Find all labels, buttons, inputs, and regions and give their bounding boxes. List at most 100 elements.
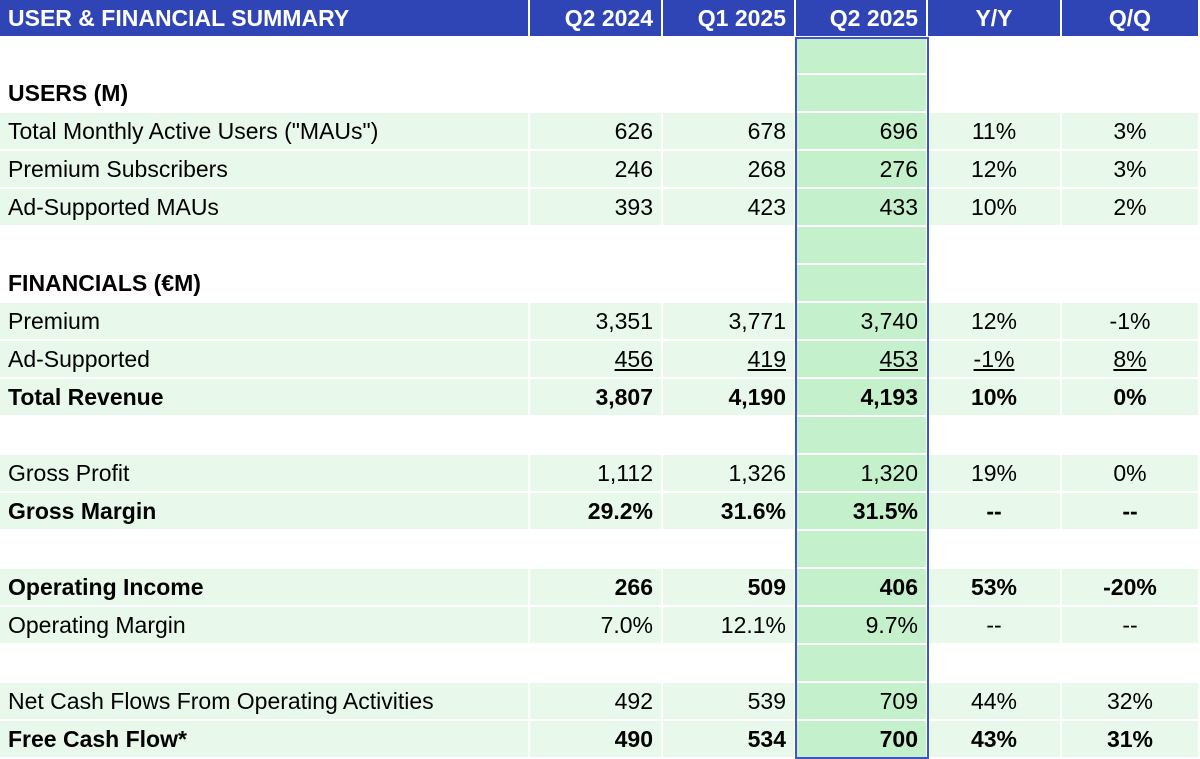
cell-q1-2025 — [663, 75, 796, 113]
cell-q2-2024: 246 — [530, 151, 663, 189]
cell-yy: 43% — [928, 721, 1062, 759]
cell-yy — [928, 227, 1062, 265]
cell-q2-2024: 393 — [530, 189, 663, 227]
cell-qq: -- — [1062, 493, 1200, 531]
cell-q2-2025: 9.7% — [796, 607, 928, 645]
cell-value: 678 — [747, 117, 786, 144]
cell-q2-2024: 3,807 — [530, 379, 663, 417]
cell-value: 266 — [614, 573, 653, 600]
cell-yy: -- — [928, 493, 1062, 531]
cell-q1-2025: 419 — [663, 341, 796, 379]
cell-yy — [928, 265, 1062, 303]
cell-q2-2024: 626 — [530, 113, 663, 151]
cell-q1-2025: 12.1% — [663, 607, 796, 645]
row-label: Operating Income — [0, 569, 530, 607]
cell-q2-2025 — [796, 531, 928, 569]
cell-value: 32% — [1106, 687, 1154, 714]
cell-value: 268 — [747, 155, 786, 182]
cell-q2-2025 — [796, 645, 928, 683]
cell-q1-2025 — [663, 531, 796, 569]
row-label: Gross Margin — [0, 493, 530, 531]
cell-q1-2025: 4,190 — [663, 379, 796, 417]
table-row: Net Cash Flows From Operating Activities… — [0, 683, 1200, 721]
table-row: Free Cash Flow* 490 534 700 43% 31% — [0, 721, 1200, 759]
cell-value: -20% — [1103, 573, 1157, 600]
cell-qq — [1062, 645, 1200, 683]
cell-q2-2024: 29.2% — [530, 493, 663, 531]
row-label: Total Monthly Active Users ("MAUs") — [0, 113, 530, 151]
cell-value: 393 — [614, 193, 653, 220]
row-label — [0, 227, 530, 265]
cell-q1-2025: 534 — [663, 721, 796, 759]
header-row: USER & FINANCIAL SUMMARY Q2 2024 Q1 2025… — [0, 0, 1200, 37]
cell-q2-2024 — [530, 531, 663, 569]
cell-q2-2025: 453 — [796, 341, 928, 379]
row-label: Premium — [0, 303, 530, 341]
cell-q2-2025: 31.5% — [796, 493, 928, 531]
cell-value: 31.6% — [720, 497, 786, 524]
cell-yy: 12% — [928, 303, 1062, 341]
cell-value: 456 — [614, 345, 653, 372]
cell-value: 2% — [1113, 193, 1147, 220]
cell-yy — [928, 645, 1062, 683]
cell-qq: -1% — [1062, 303, 1200, 341]
cell-value: 8% — [1113, 345, 1147, 372]
cell-q2-2025 — [796, 417, 928, 455]
cell-yy: 53% — [928, 569, 1062, 607]
row-label: Gross Profit — [0, 455, 530, 493]
cell-q1-2025 — [663, 265, 796, 303]
table-row: Gross Margin 29.2% 31.6% 31.5% -- -- — [0, 493, 1200, 531]
cell-value: 1,326 — [728, 459, 786, 486]
cell-value: 3,771 — [728, 307, 786, 334]
cell-q2-2024 — [530, 227, 663, 265]
row-label: Ad-Supported — [0, 341, 530, 379]
table-row: Premium Subscribers 246 268 276 12% 3% — [0, 151, 1200, 189]
row-label: Premium Subscribers — [0, 151, 530, 189]
cell-value: 7.0% — [600, 611, 653, 638]
cell-q2-2025: 276 — [796, 151, 928, 189]
table-row: Operating Margin 7.0% 12.1% 9.7% -- -- — [0, 607, 1200, 645]
section-header-row: USERS (M) — [0, 75, 1200, 113]
cell-value: 12% — [970, 155, 1018, 182]
cell-q1-2025: 539 — [663, 683, 796, 721]
row-label — [0, 645, 530, 683]
cell-q2-2025 — [796, 37, 928, 75]
cell-value: -- — [986, 497, 1002, 524]
cell-qq: 2% — [1062, 189, 1200, 227]
row-label: Operating Margin — [0, 607, 530, 645]
cell-qq — [1062, 417, 1200, 455]
cell-qq: 3% — [1062, 113, 1200, 151]
cell-q2-2025: 696 — [796, 113, 928, 151]
cell-q2-2025: 4,193 — [796, 379, 928, 417]
cell-value: 10% — [970, 193, 1018, 220]
cell-value: 11% — [971, 117, 1017, 144]
cell-value: 453 — [879, 345, 918, 372]
cell-qq: 31% — [1062, 721, 1200, 759]
cell-value: 626 — [614, 117, 653, 144]
cell-q1-2025: 423 — [663, 189, 796, 227]
cell-q2-2024: 3,351 — [530, 303, 663, 341]
table-row: Premium 3,351 3,771 3,740 12% -1% — [0, 303, 1200, 341]
cell-yy: 12% — [928, 151, 1062, 189]
cell-value: 534 — [747, 725, 786, 752]
section-header-row: FINANCIALS (€M) — [0, 265, 1200, 303]
cell-q2-2025: 3,740 — [796, 303, 928, 341]
cell-value: -- — [1122, 497, 1138, 524]
cell-qq: 3% — [1062, 151, 1200, 189]
cell-yy: 10% — [928, 379, 1062, 417]
col-header-yy: Y/Y — [928, 0, 1062, 37]
cell-value: 3% — [1113, 155, 1147, 182]
cell-value: 44% — [970, 687, 1018, 714]
cell-q2-2025: 700 — [796, 721, 928, 759]
cell-q2-2024: 490 — [530, 721, 663, 759]
cell-value: 12.1% — [720, 611, 786, 638]
cell-q1-2025: 509 — [663, 569, 796, 607]
row-label: Free Cash Flow* — [0, 721, 530, 759]
cell-value: 509 — [747, 573, 786, 600]
cell-q2-2025: 433 — [796, 189, 928, 227]
cell-value: 423 — [747, 193, 786, 220]
cell-value: 419 — [747, 345, 786, 372]
cell-qq: 32% — [1062, 683, 1200, 721]
cell-q2-2024: 266 — [530, 569, 663, 607]
